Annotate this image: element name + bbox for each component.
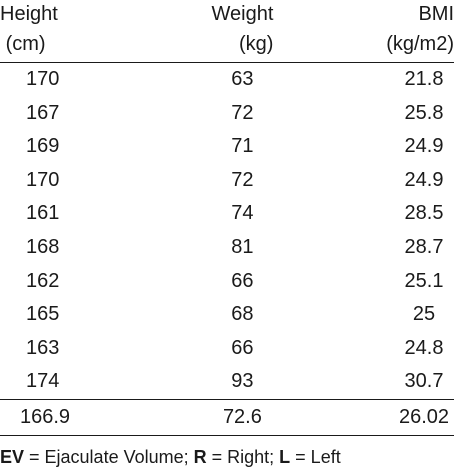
summary-height: 166.9 [0, 398, 116, 436]
table-row: 161 74 28.5 [0, 197, 454, 231]
table-row: 168 81 28.7 [0, 231, 454, 265]
cell-weight-value: 63 [231, 68, 254, 90]
cell-bmi: 25 [275, 298, 454, 332]
footnote-ev-abbr: EV [0, 447, 25, 467]
table-row: 165 68 25 [0, 298, 454, 332]
cell-weight: 66 [115, 332, 275, 366]
cell-height: 168 [26, 235, 60, 258]
table-row: 162 66 25.1 [0, 265, 454, 299]
cell-weight-value: 74 [231, 202, 254, 225]
table-row: 169 71 24.9 [0, 130, 454, 164]
cell-bmi-value: 30.7 [404, 370, 444, 393]
cell-weight: 68 [115, 298, 275, 332]
header-weight-label: Weight [211, 3, 274, 25]
header-bmi-unit-label: (kg/m2) [386, 33, 454, 55]
cell-weight: 72 [115, 97, 275, 131]
cell-height: 165 [26, 303, 60, 326]
cell-weight-value: 66 [231, 269, 254, 292]
cell-weight: 81 [115, 231, 275, 265]
cell-bmi: 28.7 [275, 231, 454, 265]
cell-height: 163 [26, 336, 60, 359]
cell-weight-value: 72 [231, 101, 254, 124]
summary-row: 166.9 72.6 26.02 [0, 398, 454, 436]
header-row-2: (cm) (kg) (kg/m2) [0, 29, 454, 63]
cell-bmi-value: 25 [412, 303, 436, 326]
header-height: Height [0, 3, 58, 25]
cell-bmi: 28.5 [275, 197, 454, 231]
cell-weight-value: 81 [231, 235, 254, 258]
cell-bmi: 30.7 [275, 365, 454, 399]
cell-height: 170 [26, 68, 60, 90]
data-table: Height Weight BMI (cm) (kg) (kg/m2) 170 6… [0, 0, 454, 436]
cell-height: 170 [26, 168, 60, 191]
table-row: 170 63 21.8 [0, 63, 454, 97]
cell-weight-value: 93 [231, 370, 254, 393]
table-body: 170 63 21.8 167 72 25.8 169 71 24.9 170 72 24.9 161 7… [0, 63, 454, 400]
cell-weight: 74 [115, 197, 275, 231]
header-bmi-unit: (kg/m2) [275, 29, 454, 63]
cell-weight-value: 71 [231, 135, 254, 158]
summary-weight-value: 72.6 [222, 405, 262, 428]
cell-bmi-value: 21.8 [404, 68, 444, 90]
cell-bmi-value: 25.1 [404, 269, 444, 292]
table-row: 163 66 24.8 [0, 332, 454, 366]
cell-height: 174 [26, 370, 60, 393]
footnote-r-abbr: R [193, 447, 207, 467]
cell-bmi-value: 28.5 [404, 202, 444, 225]
cell-bmi: 24.8 [275, 332, 454, 366]
cell-bmi-value: 24.9 [404, 168, 444, 191]
cell-weight: 66 [115, 265, 275, 299]
cell-bmi: 24.9 [275, 164, 454, 198]
footnote-l-abbr: L [279, 447, 291, 467]
summary-weight: 72.6 [115, 398, 276, 436]
header-bmi: BMI [275, 0, 454, 29]
cell-height: 162 [26, 269, 60, 292]
summary-bmi: 26.02 [275, 398, 454, 436]
footnote-ev-text: = Ejaculate Volume; [24, 447, 194, 467]
header-row-1: Height Weight BMI [0, 0, 454, 29]
cell-bmi-value: 28.7 [404, 235, 444, 258]
header-height-unit: (cm) [0, 29, 115, 63]
cell-bmi-value: 24.9 [404, 135, 444, 158]
cell-height: 161 [26, 202, 60, 225]
footnote-l-text: = Left [290, 447, 341, 467]
cell-bmi: 21.8 [275, 63, 454, 97]
header-weight-unit: (kg) [115, 29, 275, 63]
cell-weight: 71 [115, 130, 275, 164]
cell-weight-value: 68 [231, 303, 254, 326]
table-row: 174 93 30.7 [0, 365, 454, 399]
cell-weight-value: 72 [231, 168, 254, 191]
cell-bmi-value: 25.8 [404, 101, 444, 124]
cell-height: 169 [26, 135, 60, 158]
header-height-unit-label: (cm) [5, 33, 46, 55]
cell-weight: 72 [115, 164, 275, 198]
header-weight-unit-label: (kg) [238, 33, 274, 55]
summary-bmi-value: 26.02 [398, 405, 450, 428]
cell-height: 167 [26, 101, 60, 124]
table-row: 167 72 25.8 [0, 97, 454, 131]
cell-bmi: 25.8 [275, 97, 454, 131]
footnote: EV = Ejaculate Volume; R = Right; L = Le… [0, 447, 341, 468]
header-bmi-label: BMI [418, 3, 454, 25]
cell-weight: 93 [115, 365, 275, 399]
cell-bmi: 25.1 [275, 265, 454, 299]
cell-weight: 63 [115, 63, 275, 97]
table-row: 170 72 24.9 [0, 164, 454, 198]
header-weight: Weight [115, 0, 275, 29]
cell-bmi-value: 24.8 [404, 336, 444, 359]
cell-weight-value: 66 [231, 336, 254, 359]
footnote-r-text: = Right; [206, 447, 280, 467]
cell-bmi: 24.9 [275, 130, 454, 164]
